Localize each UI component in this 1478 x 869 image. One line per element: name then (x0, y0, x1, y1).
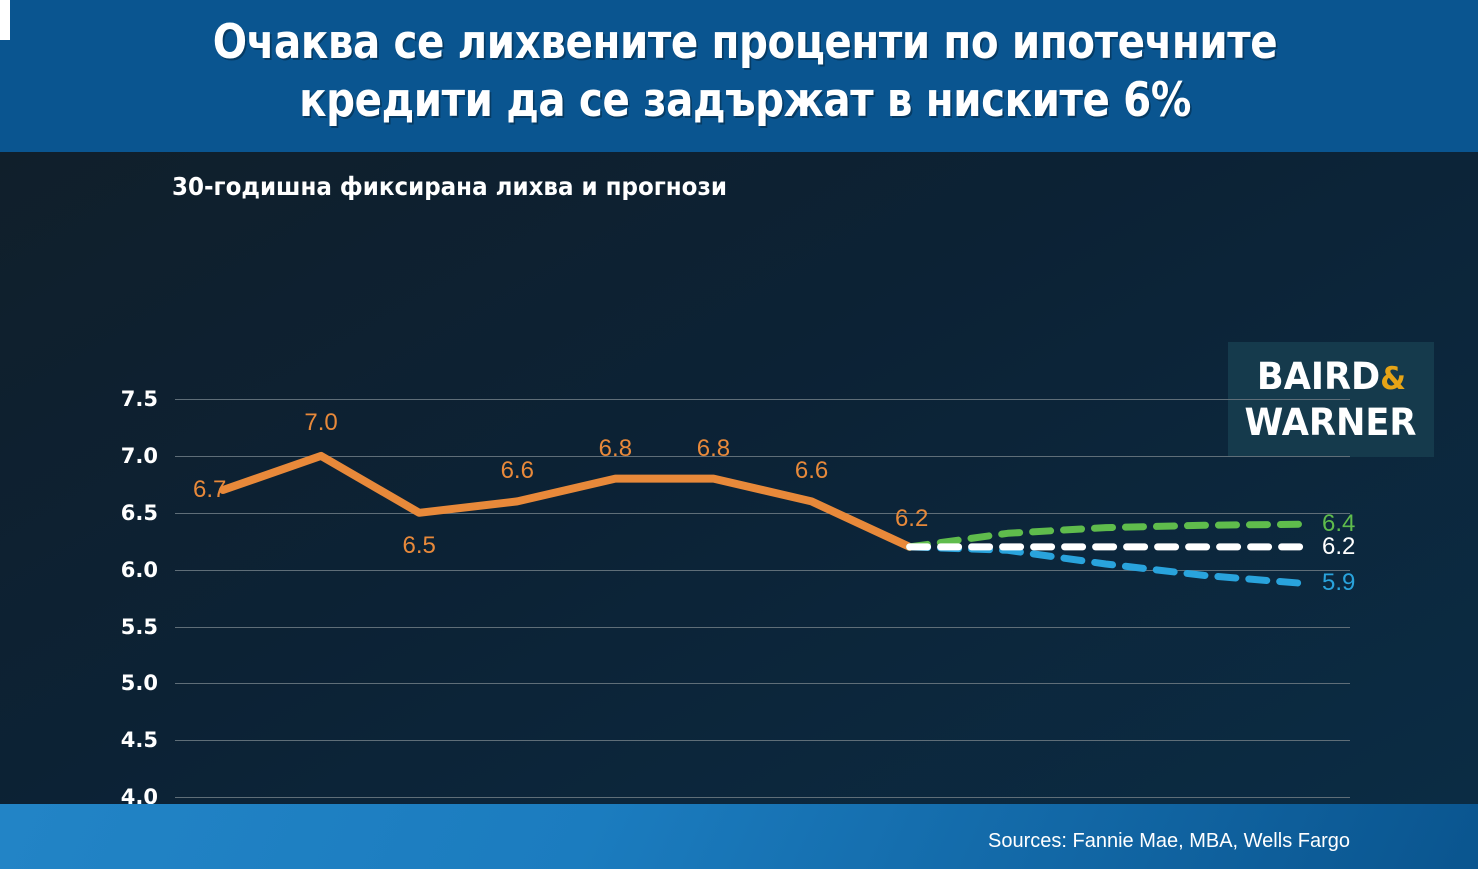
gridline (175, 740, 1350, 742)
data-label: 6.7 (193, 476, 227, 504)
data-label: 6.5 (402, 531, 436, 559)
y-axis-tick: 5.5 (120, 614, 158, 639)
y-axis-tick: 4.0 (120, 785, 158, 804)
chart-subtitle: 30-годишна фиксирана лихва и прогнози (172, 172, 727, 201)
data-label: 6.6 (794, 457, 829, 485)
header-banner: Очаква се лихвените проценти по ипотечни… (0, 0, 1478, 152)
series-line-actual (219, 451, 914, 551)
gridline (175, 626, 1350, 628)
gridline (175, 683, 1350, 685)
logo-line-1: BAIRD& (1256, 355, 1405, 401)
gridline (175, 399, 1350, 400)
gridline (175, 797, 1350, 799)
ampersand-icon: & (1379, 360, 1406, 397)
header-corner-accent (0, 0, 10, 40)
baird-warner-logo: BAIRD& WARNER (1228, 342, 1434, 457)
data-label: 6.2 (1322, 532, 1356, 560)
y-axis-tick: 4.5 (120, 728, 158, 753)
data-label: 6.2 (894, 504, 929, 532)
logo-line-2: WARNER (1245, 400, 1417, 444)
data-label: 6.6 (500, 457, 534, 485)
y-axis-tick: 6.0 (120, 557, 158, 582)
data-label: 6.8 (696, 434, 731, 462)
y-axis-tick: 5.0 (120, 671, 158, 696)
data-label: 7.0 (304, 408, 338, 436)
gridline (175, 455, 1350, 457)
series-line-fannie-mae-forecast (906, 543, 1306, 587)
series-line-mba-forecast (906, 520, 1306, 551)
chart-panel: 30-годишна фиксирана лихва и прогнози BA… (0, 152, 1478, 804)
data-label: 6.8 (598, 434, 633, 462)
y-axis-tick: 7.0 (120, 443, 158, 468)
plot-area: 7.57.06.56.05.55.04.54.03.53.0 2024 Q120… (121, 387, 1356, 804)
data-label: 5.9 (1322, 569, 1356, 597)
page-title: Очаква се лихвените проценти по ипотечни… (212, 15, 1278, 128)
data-label: 6.4 (1322, 510, 1356, 538)
series-lines (219, 451, 1306, 587)
logo-brand-baird: BAIRD (1256, 354, 1380, 398)
gridline (175, 512, 1350, 514)
source-note: Sources: Fannie Mae, MBA, Wells Fargo (988, 830, 1350, 852)
y-axis-tick: 6.5 (120, 500, 158, 525)
gridline (175, 569, 1350, 571)
y-axis-tick: 7.5 (120, 387, 158, 411)
footer-banner: Sources: Fannie Mae, MBA, Wells Fargo (0, 804, 1478, 869)
